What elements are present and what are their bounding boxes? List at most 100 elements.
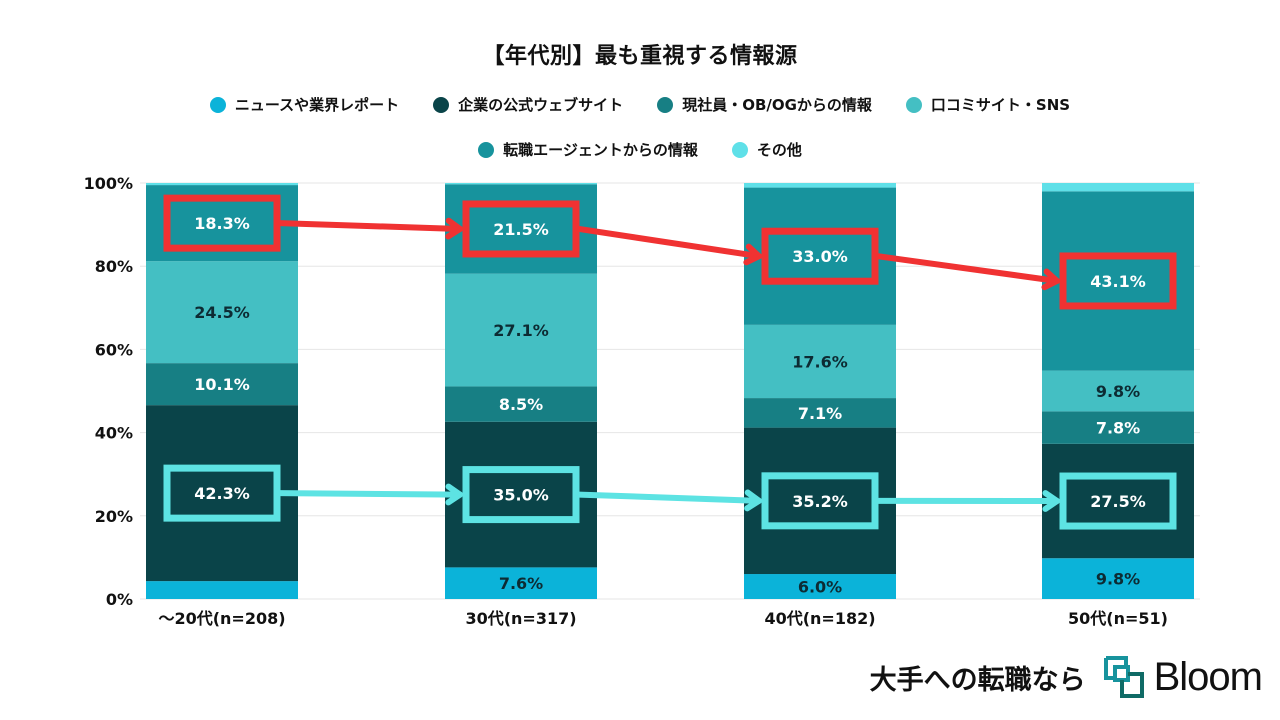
legend-dot-icon [905, 96, 922, 113]
data-label: 17.6% [792, 352, 848, 371]
legend-label: その他 [756, 141, 802, 159]
x-axis-ticks: 〜20代(n=208) 30代(n=317) 40代(n=182) 50代(n=51) [158, 609, 1168, 628]
legend-dot-icon [433, 96, 450, 113]
bars [146, 183, 1194, 599]
footer-brand: 大手への転職なら Bloom [869, 654, 1263, 700]
legend-label: 口コミサイト・SNS [930, 96, 1071, 114]
bar-segment [1042, 411, 1194, 444]
data-label: 7.6% [499, 574, 543, 593]
data-label: 43.1% [1090, 272, 1146, 291]
x-tick-label: 40代(n=182) [764, 609, 875, 628]
bar-segment [1042, 558, 1194, 599]
trend-arrow [875, 253, 1060, 284]
bar-segment [445, 386, 597, 422]
trend-arrow [277, 490, 463, 498]
x-tick-label: 50代(n=51) [1068, 609, 1168, 628]
arrow-head-icon [445, 483, 463, 506]
y-tick-label: 0% [106, 590, 133, 609]
arrow-head-icon [743, 243, 762, 266]
trend-arrow [576, 491, 762, 504]
data-label: 9.8% [1096, 570, 1140, 589]
legend-item: 企業の公式ウェブサイト [433, 94, 623, 115]
bar-segment [744, 183, 896, 188]
data-label: 42.3% [194, 484, 250, 503]
bar-segment [445, 421, 597, 568]
highlight-box [1059, 252, 1177, 310]
bar-segment [146, 581, 298, 599]
trend-arrow [576, 225, 762, 260]
legend-item: 現社員・OB/OGからの情報 [657, 94, 872, 115]
data-label: 7.1% [798, 404, 842, 423]
arrow-head-icon [1041, 268, 1060, 291]
bar-segment [445, 183, 597, 185]
legend-label: 企業の公式ウェブサイト [458, 96, 624, 114]
arrow-head-icon [744, 489, 762, 512]
y-tick-label: 80% [95, 257, 133, 276]
bar-segment [1042, 191, 1194, 371]
arrow-head-icon [445, 217, 463, 240]
brand-name: Bloom [1153, 654, 1263, 699]
legend-item: 口コミサイト・SNS [905, 94, 1071, 115]
bar-segment [146, 405, 298, 582]
highlight-box [163, 194, 281, 252]
bar-segment [744, 398, 896, 428]
legend-item: ニュースや業界レポート [209, 94, 400, 115]
legend-label: 現社員・OB/OGからの情報 [682, 96, 872, 114]
segment-labels: 42.3% 10.1% 24.5% 18.3% 7.6% 35.0% 8.5% 27.1% 21… [194, 214, 1146, 596]
highlight-box [462, 466, 580, 524]
data-label: 7.8% [1096, 419, 1140, 438]
data-label: 21.5% [493, 220, 549, 239]
legend-dot-icon [657, 96, 674, 113]
bar-segment [146, 261, 298, 364]
footer-tagline: 大手への転職なら [869, 664, 1086, 696]
legend-label: 転職エージェントからの情報 [503, 141, 698, 159]
bar-segment [744, 427, 896, 575]
highlight-box [163, 464, 281, 522]
bar-segment [1042, 370, 1194, 412]
data-label: 27.1% [493, 321, 549, 340]
chart-title: 【年代別】最も重視する情報源 [482, 44, 798, 69]
highlight-box [1059, 472, 1177, 530]
legend-dot-icon [478, 141, 495, 158]
data-label: 8.5% [499, 395, 543, 414]
bloom-logo-icon [1103, 656, 1144, 698]
legend-dot-icon [209, 96, 226, 113]
bar-segment [146, 183, 298, 186]
x-tick-label: 〜20代(n=208) [158, 609, 285, 628]
legend-row-1: ニュースや業界レポート 企業の公式ウェブサイト 現社員・OB/OGからの情報 口… [0, 94, 1280, 115]
y-tick-label: 40% [95, 424, 133, 443]
data-label: 10.1% [194, 375, 250, 394]
x-tick-label: 30代(n=317) [465, 609, 576, 628]
data-label: 24.5% [194, 303, 250, 322]
highlight-box [761, 227, 879, 285]
grid-lines [140, 182, 1200, 600]
arrow-head-icon [1042, 490, 1060, 512]
bar-segment [744, 324, 896, 399]
stacked-bar-chart: 0% 20% 40% 60% 80% 100% 42.3% 10.1% 24.5% 18.3% 7… [84, 174, 1200, 628]
bar-segment [744, 574, 896, 599]
legend-item: その他 [731, 139, 802, 160]
data-label: 18.3% [194, 214, 250, 233]
data-label: 35.0% [493, 486, 549, 505]
legend-dot-icon [731, 141, 748, 158]
bar-segment [146, 363, 298, 406]
y-tick-label: 100% [84, 174, 133, 193]
bar-segment [445, 567, 597, 599]
legend-item: 転職エージェントからの情報 [478, 139, 698, 160]
bar-segment [1042, 443, 1194, 559]
data-label: 27.5% [1090, 492, 1146, 511]
annotations [163, 194, 1177, 530]
highlight-box [462, 200, 580, 258]
legend-label: ニュースや業界レポート [234, 96, 400, 114]
data-label: 35.2% [792, 492, 848, 511]
bar-segment [445, 273, 597, 387]
data-label: 33.0% [792, 247, 848, 266]
y-tick-label: 60% [95, 340, 133, 359]
y-axis-ticks: 0% 20% 40% 60% 80% 100% [84, 174, 133, 609]
data-label: 6.0% [798, 578, 842, 597]
data-label: 9.8% [1096, 382, 1140, 401]
y-tick-label: 20% [95, 507, 133, 526]
bar-segment [1042, 183, 1194, 192]
legend-row-2: 転職エージェントからの情報 その他 [0, 139, 1280, 160]
trend-arrow [277, 220, 463, 232]
